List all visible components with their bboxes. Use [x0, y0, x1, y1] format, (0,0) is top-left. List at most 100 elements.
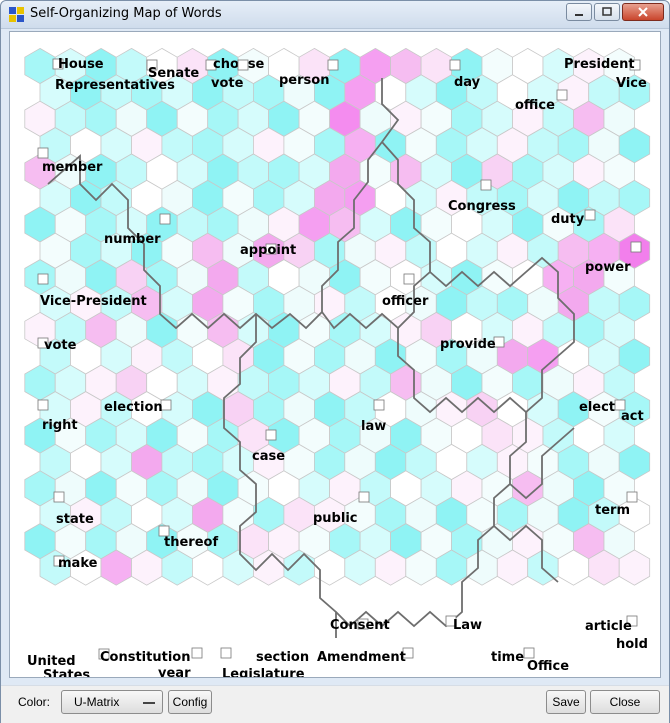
word-marker-box[interactable]	[159, 213, 171, 225]
word-marker-box[interactable]	[480, 179, 492, 191]
word-label[interactable]: number	[104, 232, 161, 247]
word-marker-box[interactable]	[449, 59, 461, 71]
word-marker-box[interactable]	[556, 89, 568, 101]
word-label[interactable]: make	[58, 556, 98, 571]
word-marker-box[interactable]	[37, 337, 49, 349]
word-marker-box[interactable]	[626, 615, 638, 627]
word-marker-box[interactable]	[53, 555, 65, 567]
word-marker-box[interactable]	[146, 59, 158, 71]
maximize-button[interactable]	[594, 3, 620, 21]
word-label[interactable]: office	[515, 98, 555, 113]
word-label[interactable]: elect	[579, 400, 615, 415]
word-label[interactable]: year	[158, 666, 191, 677]
word-marker-box[interactable]	[265, 429, 277, 441]
word-marker-box[interactable]	[523, 647, 535, 659]
word-label[interactable]: Legislature	[222, 667, 305, 677]
word-marker-box[interactable]	[402, 647, 414, 659]
close-button[interactable]: Close	[590, 690, 660, 714]
word-label[interactable]: President	[564, 57, 635, 72]
word-marker-box[interactable]	[327, 59, 339, 71]
word-label[interactable]: vote	[44, 338, 77, 353]
word-label[interactable]: term	[595, 503, 630, 518]
word-label[interactable]: vote	[211, 76, 244, 91]
word-marker-box[interactable]	[191, 647, 203, 659]
color-select-value: U-Matrix	[74, 695, 120, 709]
word-marker-box[interactable]	[98, 648, 110, 660]
word-label[interactable]: case	[252, 449, 285, 464]
word-marker-box[interactable]	[445, 615, 457, 627]
word-label[interactable]: Vice-President	[40, 294, 147, 309]
close-window-button[interactable]	[622, 3, 664, 21]
word-label[interactable]: right	[42, 418, 78, 433]
word-label[interactable]: House	[58, 57, 104, 72]
app-grid-icon	[9, 7, 24, 22]
word-marker-box[interactable]	[158, 525, 170, 537]
word-label[interactable]: Consent	[330, 618, 390, 633]
word-label[interactable]: power	[585, 260, 631, 275]
word-label[interactable]: Congress	[448, 199, 516, 214]
config-button[interactable]: Config	[168, 690, 212, 714]
word-marker-box[interactable]	[220, 647, 232, 659]
word-label[interactable]: officer	[382, 294, 429, 309]
word-label[interactable]: Amendment	[317, 650, 406, 665]
word-marker-box[interactable]	[358, 491, 370, 503]
hex-cells	[24, 47, 651, 586]
save-button[interactable]: Save	[546, 690, 586, 714]
word-label[interactable]: person	[279, 73, 329, 88]
word-label[interactable]: duty	[551, 212, 585, 227]
word-label[interactable]: election	[104, 400, 163, 415]
word-label[interactable]: state	[56, 512, 94, 527]
word-label[interactable]: Representatives	[55, 78, 175, 93]
word-marker-box[interactable]	[614, 399, 626, 411]
word-marker-box[interactable]	[357, 618, 369, 630]
word-label[interactable]: Vice	[616, 76, 647, 91]
word-marker-box[interactable]	[53, 491, 65, 503]
word-marker-box[interactable]	[52, 58, 64, 70]
color-select[interactable]: U-Matrix	[61, 690, 163, 714]
window-title: Self-Organizing Map of Words	[30, 6, 222, 21]
cluster-boundary-line	[335, 412, 527, 628]
word-label[interactable]: hold	[616, 637, 648, 652]
hex-cell[interactable]	[618, 549, 651, 586]
word-label[interactable]: day	[454, 75, 481, 90]
word-label[interactable]: article	[585, 619, 632, 634]
word-label[interactable]: time	[491, 650, 524, 665]
word-marker-box[interactable]	[626, 491, 638, 503]
word-label[interactable]: public	[313, 511, 357, 526]
word-marker-box[interactable]	[237, 59, 249, 71]
word-marker-box[interactable]	[160, 399, 172, 411]
word-marker-box[interactable]	[493, 336, 505, 348]
word-marker-box[interactable]	[630, 241, 642, 253]
minimize-button[interactable]	[566, 3, 592, 21]
word-marker-box[interactable]	[205, 59, 217, 71]
word-label[interactable]: act	[621, 409, 644, 424]
cluster-boundary-line	[321, 141, 431, 330]
word-label[interactable]: law	[361, 419, 386, 434]
som-hex-map[interactable]: HouseRepresentativesSenatechoosevotepers…	[10, 32, 660, 677]
word-marker-box[interactable]	[265, 243, 277, 255]
word-label[interactable]: thereof	[164, 535, 218, 550]
cluster-boundary-line	[223, 314, 337, 638]
word-label[interactable]: Constitution	[100, 650, 190, 665]
word-marker-box[interactable]	[37, 147, 49, 159]
som-map-canvas[interactable]: HouseRepresentativesSenatechoosevotepers…	[9, 31, 661, 678]
word-marker-box[interactable]	[37, 399, 49, 411]
word-marker-box[interactable]	[584, 209, 596, 221]
close-icon	[638, 7, 648, 17]
dropdown-caret-icon	[143, 702, 155, 704]
word-marker-box[interactable]	[629, 59, 641, 71]
word-label[interactable]: provide	[440, 337, 496, 352]
word-label[interactable]: States	[43, 668, 90, 677]
word-label[interactable]: appoint	[240, 243, 296, 258]
word-label[interactable]: Office	[527, 659, 569, 674]
word-marker-box[interactable]	[403, 273, 415, 285]
word-marker-box[interactable]	[373, 399, 385, 411]
minimize-icon	[575, 14, 583, 16]
word-label[interactable]: member	[42, 160, 103, 175]
word-label[interactable]: section	[256, 650, 309, 665]
word-label[interactable]: Law	[453, 618, 482, 633]
word-label[interactable]: United	[27, 654, 76, 669]
word-label[interactable]: Senate	[148, 66, 199, 81]
word-marker-box[interactable]	[37, 273, 49, 285]
